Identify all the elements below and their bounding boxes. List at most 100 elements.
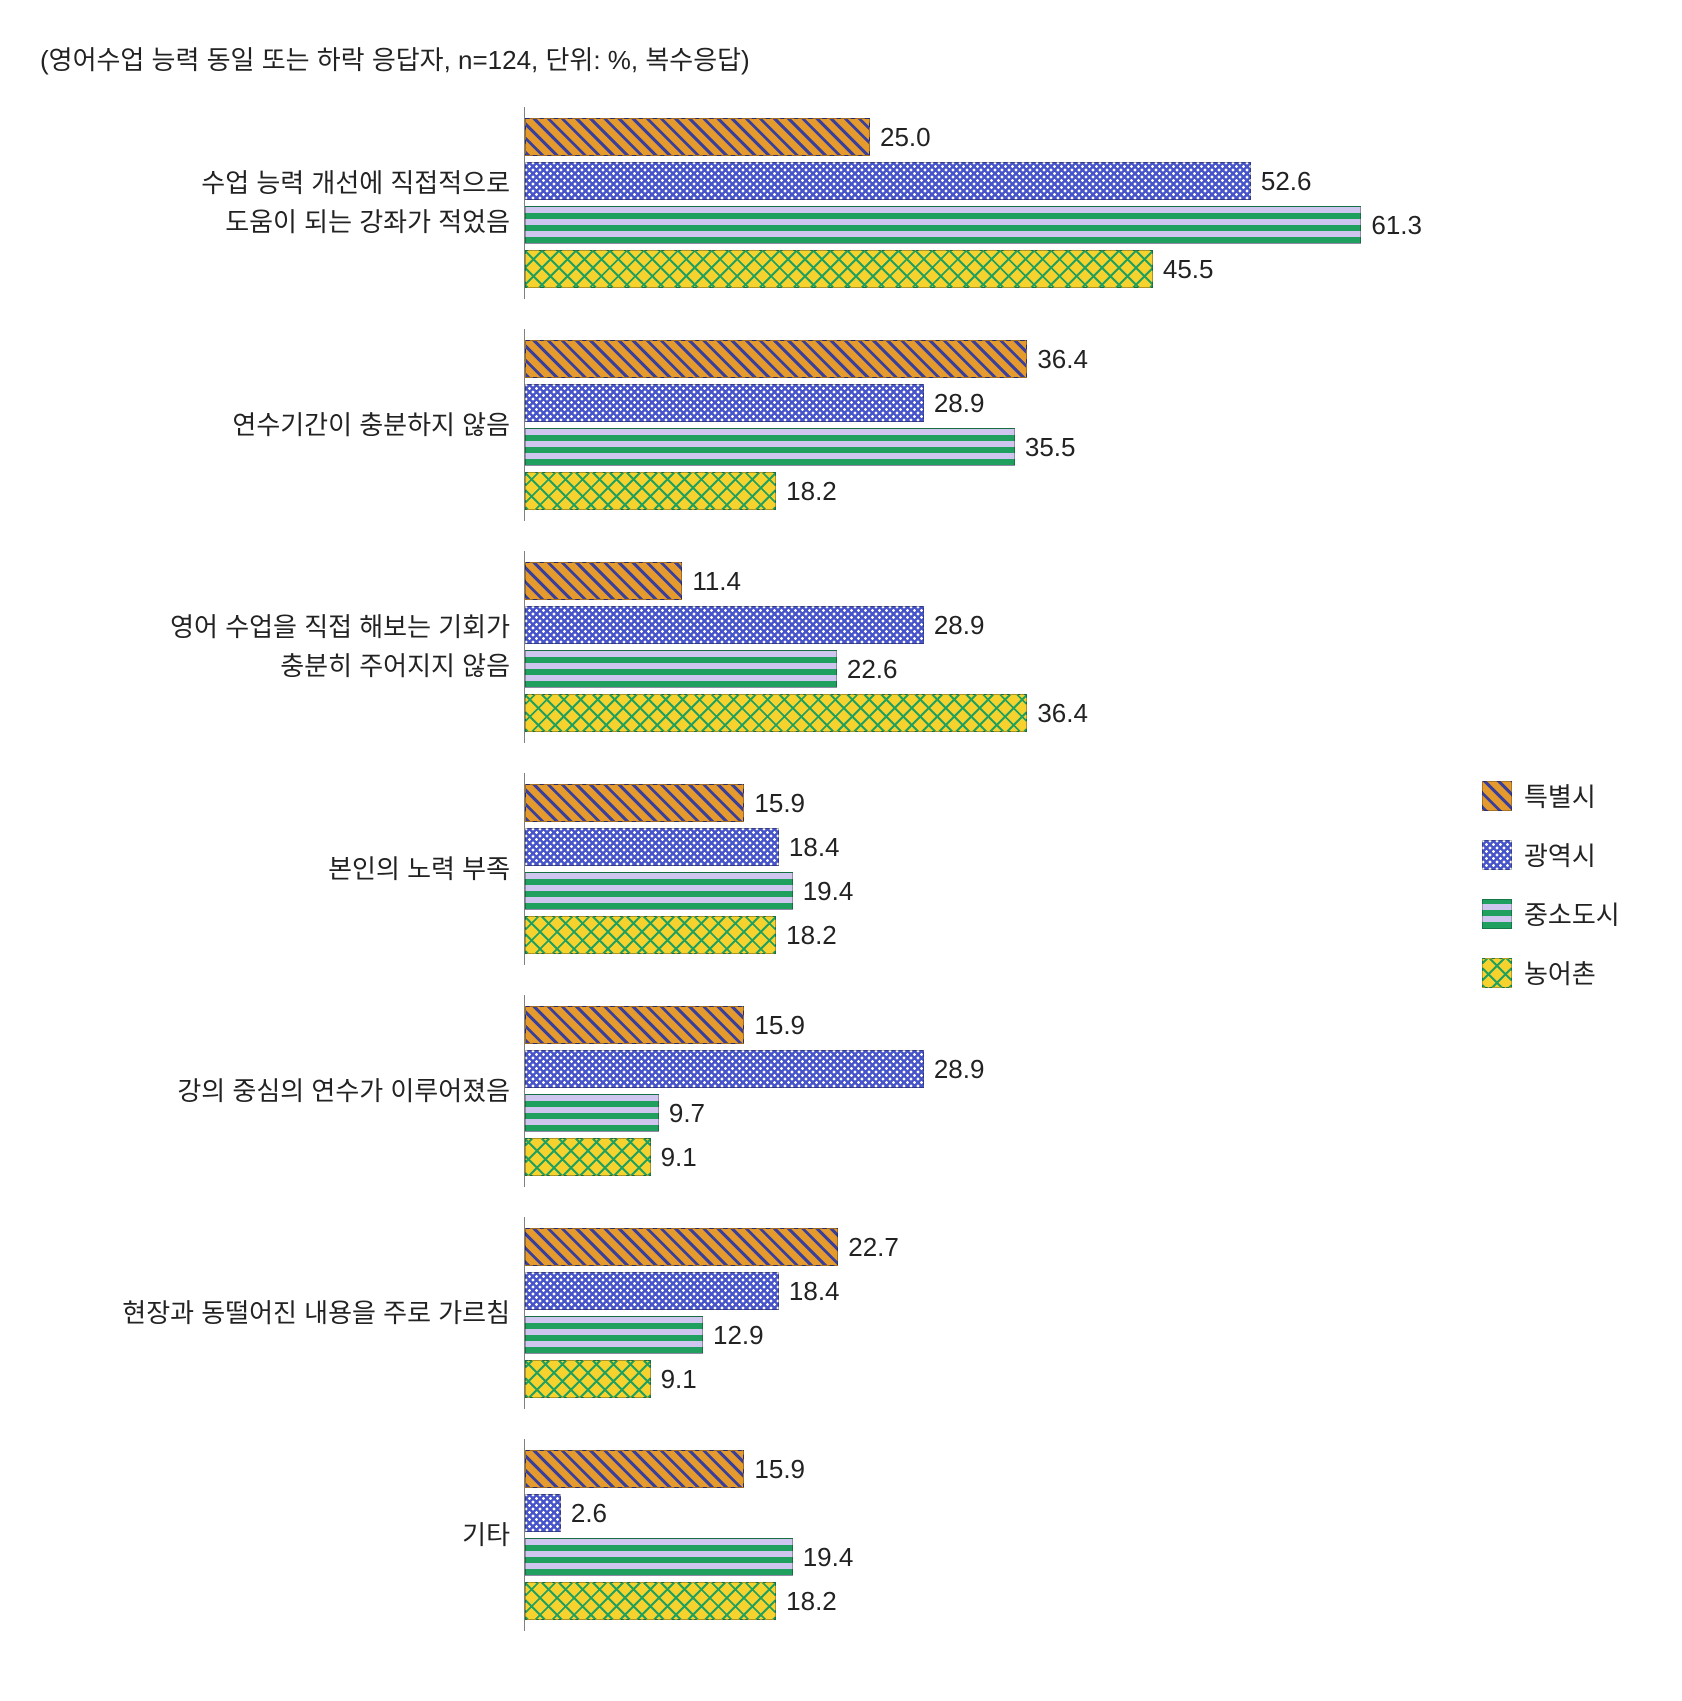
bar-row: 18.2 bbox=[525, 471, 1422, 511]
bar-row: 45.5 bbox=[525, 249, 1422, 289]
legend-swatch bbox=[1482, 958, 1512, 988]
bar-value: 12.9 bbox=[713, 1320, 764, 1351]
bar bbox=[525, 1006, 744, 1044]
legend-swatch bbox=[1482, 840, 1512, 870]
bar bbox=[525, 1538, 793, 1576]
bar-row: 9.1 bbox=[525, 1137, 1422, 1177]
bar-stack: 25.0 52.6 61.3 45.5 bbox=[524, 107, 1422, 299]
legend-item: 광역시 bbox=[1482, 836, 1642, 873]
bar-stack: 36.4 28.9 35.5 18.2 bbox=[524, 329, 1422, 521]
chart-area: 수업 능력 개선에 직접적으로 도움이 되는 강좌가 적었음 25.0 52.6 61… bbox=[40, 107, 1642, 1661]
bar-row: 15.9 bbox=[525, 1449, 1422, 1489]
category-label: 수업 능력 개선에 직접적으로 도움이 되는 강좌가 적었음 bbox=[40, 164, 524, 242]
category-label: 강의 중심의 연수가 이루어졌음 bbox=[40, 1072, 524, 1111]
legend-item: 농어촌 bbox=[1482, 954, 1642, 991]
bar bbox=[525, 606, 924, 644]
bar bbox=[525, 916, 776, 954]
bar bbox=[525, 1050, 924, 1088]
bar-value: 28.9 bbox=[934, 388, 985, 419]
bar-stack: 11.4 28.9 22.6 36.4 bbox=[524, 551, 1422, 743]
bar-row: 2.6 bbox=[525, 1493, 1422, 1533]
bar bbox=[525, 1138, 651, 1176]
bar-value: 19.4 bbox=[803, 876, 854, 907]
bar-stack: 15.9 2.6 19.4 18.2 bbox=[524, 1439, 1422, 1631]
bar bbox=[525, 250, 1153, 288]
bar bbox=[525, 384, 924, 422]
bar bbox=[525, 1450, 744, 1488]
bar-row: 36.4 bbox=[525, 693, 1422, 733]
bar-value: 19.4 bbox=[803, 1542, 854, 1573]
bar-row: 36.4 bbox=[525, 339, 1422, 379]
bar-row: 28.9 bbox=[525, 383, 1422, 423]
legend-label: 농어촌 bbox=[1524, 954, 1596, 991]
bar bbox=[525, 694, 1027, 732]
bar-row: 9.7 bbox=[525, 1093, 1422, 1133]
legend-label: 중소도시 bbox=[1524, 895, 1620, 932]
legend-item: 특별시 bbox=[1482, 777, 1642, 814]
bar bbox=[525, 650, 837, 688]
bar bbox=[525, 1272, 779, 1310]
chart-subtitle: (영어수업 능력 동일 또는 하락 응답자, n=124, 단위: %, 복수응… bbox=[40, 40, 1642, 77]
bar bbox=[525, 828, 779, 866]
bar-value: 9.1 bbox=[661, 1364, 697, 1395]
legend-item: 중소도시 bbox=[1482, 895, 1642, 932]
bar bbox=[525, 1494, 561, 1532]
bar-row: 11.4 bbox=[525, 561, 1422, 601]
bar-row: 28.9 bbox=[525, 1049, 1422, 1089]
bar-row: 22.7 bbox=[525, 1227, 1422, 1267]
bar-stack: 15.9 18.4 19.4 18.2 bbox=[524, 773, 1422, 965]
bar bbox=[525, 872, 793, 910]
bar-value: 25.0 bbox=[880, 122, 931, 153]
bar-row: 19.4 bbox=[525, 1537, 1422, 1577]
bar-value: 28.9 bbox=[934, 610, 985, 641]
bar bbox=[525, 472, 776, 510]
category-label: 본인의 노력 부족 bbox=[40, 850, 524, 889]
bar-value: 2.6 bbox=[571, 1498, 607, 1529]
category-label: 현장과 동떨어진 내용을 주로 가르침 bbox=[40, 1294, 524, 1333]
bar-value: 9.1 bbox=[661, 1142, 697, 1173]
bar-value: 45.5 bbox=[1163, 254, 1214, 285]
bar bbox=[525, 206, 1361, 244]
bar-row: 35.5 bbox=[525, 427, 1422, 467]
bar-value: 52.6 bbox=[1261, 166, 1312, 197]
category-group: 본인의 노력 부족 15.9 18.4 19.4 18.2 bbox=[40, 773, 1422, 965]
bar-value: 9.7 bbox=[669, 1098, 705, 1129]
bar-row: 18.2 bbox=[525, 1581, 1422, 1621]
bar-value: 18.4 bbox=[789, 832, 840, 863]
bar-value: 15.9 bbox=[754, 1010, 805, 1041]
bar-row: 9.1 bbox=[525, 1359, 1422, 1399]
bar-row: 61.3 bbox=[525, 205, 1422, 245]
bar-value: 36.4 bbox=[1037, 698, 1088, 729]
bar-stack: 22.718.4 12.9 9.1 bbox=[524, 1217, 1422, 1409]
bar-value: 15.9 bbox=[754, 788, 805, 819]
bar bbox=[525, 162, 1251, 200]
category-group: 수업 능력 개선에 직접적으로 도움이 되는 강좌가 적었음 25.0 52.6 61… bbox=[40, 107, 1422, 299]
category-label: 영어 수업을 직접 해보는 기회가 충분히 주어지지 않음 bbox=[40, 608, 524, 686]
bar bbox=[525, 562, 682, 600]
category-label: 연수기간이 충분하지 않음 bbox=[40, 406, 524, 445]
bar-row: 18.4 bbox=[525, 827, 1422, 867]
category-group: 영어 수업을 직접 해보는 기회가 충분히 주어지지 않음 11.4 28.9 22.… bbox=[40, 551, 1422, 743]
bar-row: 18.4 bbox=[525, 1271, 1422, 1311]
grouped-bar-chart: 수업 능력 개선에 직접적으로 도움이 되는 강좌가 적었음 25.0 52.6 61… bbox=[40, 107, 1422, 1661]
bar bbox=[525, 340, 1027, 378]
bar-row: 52.6 bbox=[525, 161, 1422, 201]
legend-swatch bbox=[1482, 781, 1512, 811]
bar-value: 22.6 bbox=[847, 654, 898, 685]
bar-value: 61.3 bbox=[1371, 210, 1422, 241]
bar-value: 18.2 bbox=[786, 920, 837, 951]
legend-label: 광역시 bbox=[1524, 836, 1596, 873]
bar-value: 18.2 bbox=[786, 476, 837, 507]
category-group: 기타 15.9 2.6 19.4 18.2 bbox=[40, 1439, 1422, 1631]
category-label: 기타 bbox=[40, 1516, 524, 1555]
bar-value: 15.9 bbox=[754, 1454, 805, 1485]
bar-value: 11.4 bbox=[692, 566, 741, 597]
bar-value: 28.9 bbox=[934, 1054, 985, 1085]
category-group: 연수기간이 충분하지 않음36.4 28.9 35.5 18.2 bbox=[40, 329, 1422, 521]
category-group: 강의 중심의 연수가 이루어졌음 15.9 28.9 9.7 9.1 bbox=[40, 995, 1422, 1187]
legend-label: 특별시 bbox=[1524, 777, 1596, 814]
bar-row: 15.9 bbox=[525, 1005, 1422, 1045]
bar-value: 18.2 bbox=[786, 1586, 837, 1617]
bar-row: 25.0 bbox=[525, 117, 1422, 157]
bar bbox=[525, 118, 870, 156]
